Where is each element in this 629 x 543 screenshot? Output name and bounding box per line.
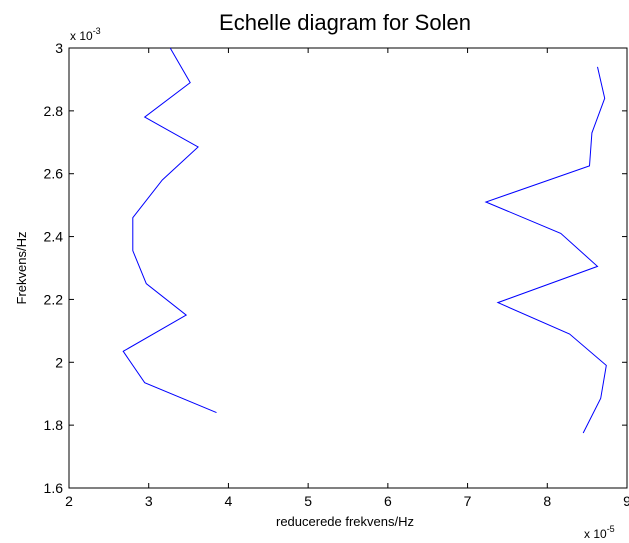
series-layer xyxy=(122,47,607,434)
y-tick-label: 2.2 xyxy=(44,291,64,307)
x-multiplier-exponent: -5 xyxy=(607,524,615,534)
y-tick-label: 1.6 xyxy=(44,480,64,496)
x-tick-label: 8 xyxy=(543,493,551,509)
tick-layer: 2 3 4 5 6 7 8 9 1.6 1.8 2 2.2 2.4 2.6 2.8 3 xyxy=(44,40,629,509)
x-tick-label: 5 xyxy=(304,493,312,509)
y-tick-label: 2 xyxy=(55,354,63,370)
x-tick-label: 9 xyxy=(623,493,629,509)
x-tick-label: 4 xyxy=(225,493,233,509)
x-tick-label: 7 xyxy=(464,493,472,509)
y-tick-label: 1.8 xyxy=(44,417,64,433)
x-tick-label: 3 xyxy=(145,493,153,509)
y-axis-label: Frekvens/Hz xyxy=(14,232,29,305)
y-tick-label: 2.8 xyxy=(44,103,64,119)
series-line-2 xyxy=(484,66,607,434)
y-multiplier-base: x 10 xyxy=(70,29,93,43)
x-tick-label: 2 xyxy=(65,493,73,509)
x-axis-label: reducerede frekvens/Hz xyxy=(276,514,414,529)
y-multiplier: x 10-3 xyxy=(70,26,101,43)
y-tick-label: 2.6 xyxy=(44,166,64,182)
y-tick-label: 3 xyxy=(55,40,63,56)
plot-frame xyxy=(68,47,628,489)
x-tick-label: 6 xyxy=(384,493,392,509)
y-multiplier-exponent: -3 xyxy=(93,26,101,36)
x-multiplier-base: x 10 xyxy=(584,527,607,541)
x-multiplier: x 10-5 xyxy=(584,524,615,541)
series-line-1 xyxy=(122,47,217,414)
y-tick-label: 2.4 xyxy=(44,229,64,245)
chart-title: Echelle diagram for Solen xyxy=(219,10,471,35)
